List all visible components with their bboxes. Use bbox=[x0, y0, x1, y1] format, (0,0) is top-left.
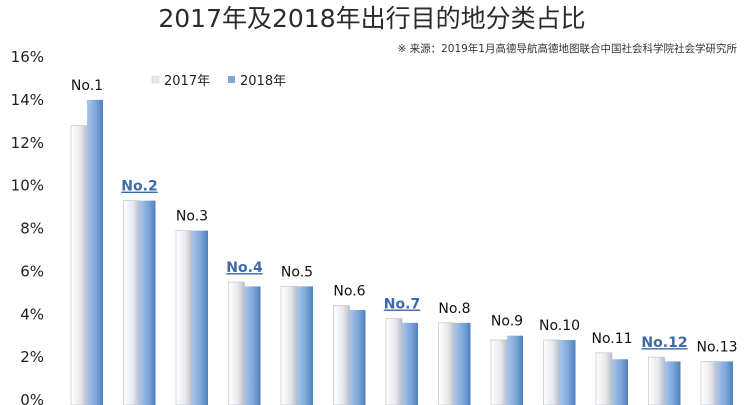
bar-2018 bbox=[87, 99, 103, 405]
category-label: No.2 bbox=[121, 179, 157, 195]
category-label: No.10 bbox=[539, 318, 580, 334]
bar-2017 bbox=[490, 339, 508, 405]
y-tick-label: 0% bbox=[20, 391, 44, 405]
y-tick-label: 12% bbox=[11, 134, 44, 152]
bar-2018 bbox=[402, 322, 418, 405]
category-label: No.3 bbox=[176, 209, 208, 225]
y-axis: 0% 2% 4% 6% 8% 10% 12% 14% 16% bbox=[11, 48, 44, 405]
bar-2017 bbox=[123, 200, 140, 405]
category-label: No.1 bbox=[71, 78, 103, 94]
bar-2017 bbox=[228, 281, 245, 405]
bars-group bbox=[70, 99, 733, 405]
category-label: No.13 bbox=[696, 339, 737, 355]
bar-2018 bbox=[664, 361, 681, 405]
category-label: No.11 bbox=[591, 331, 632, 347]
category-label: No.7 bbox=[384, 297, 420, 313]
y-tick-label: 8% bbox=[20, 220, 44, 238]
bar-2018 bbox=[717, 361, 733, 405]
bar-2018 bbox=[612, 359, 628, 405]
bar-2018 bbox=[297, 286, 313, 405]
legend-label-2017: 2017年 bbox=[164, 74, 210, 89]
bar-2018 bbox=[192, 230, 208, 405]
chart-source-note: ※ 来源：2019年1月高德导航高德地图联合中国社会科学院社会学研究所 bbox=[397, 42, 737, 55]
legend-label-2018: 2018年 bbox=[240, 74, 286, 89]
y-tick-label: 4% bbox=[20, 305, 44, 323]
bar-2017 bbox=[438, 322, 455, 405]
category-label: No.8 bbox=[438, 301, 470, 317]
bar-2018 bbox=[349, 309, 366, 405]
category-label: No.4 bbox=[226, 260, 263, 276]
bar-2017 bbox=[280, 286, 298, 405]
y-tick-label: 10% bbox=[11, 177, 44, 195]
bar-2018 bbox=[559, 339, 576, 405]
bar-2018 bbox=[244, 286, 261, 405]
bar-2017 bbox=[333, 305, 350, 405]
bar-2018 bbox=[139, 200, 156, 405]
bar-2018 bbox=[507, 335, 523, 405]
category-label: No.9 bbox=[491, 314, 523, 330]
legend-swatch-2018 bbox=[228, 76, 235, 83]
y-tick-label: 6% bbox=[20, 262, 44, 280]
legend: 2017年 2018年 bbox=[151, 74, 286, 89]
category-label: No.6 bbox=[333, 284, 365, 300]
bar-2017 bbox=[70, 125, 88, 405]
bar-2017 bbox=[595, 352, 613, 405]
bar-2017 bbox=[543, 339, 560, 405]
bar-2017 bbox=[175, 230, 193, 405]
chart-title: 2017年及2018年出行目的地分类占比 bbox=[158, 4, 585, 33]
category-label: No.12 bbox=[641, 335, 687, 351]
bar-2017 bbox=[385, 318, 403, 405]
category-label: No.5 bbox=[281, 264, 313, 280]
legend-swatch-2017 bbox=[151, 75, 160, 84]
y-tick-label: 16% bbox=[11, 48, 44, 66]
bar-2017 bbox=[648, 356, 665, 405]
category-labels: No.1 No.2 No.3 No.4 No.5 No.6 No.7 No.8 No.9 No.1… bbox=[71, 78, 738, 356]
y-tick-label: 14% bbox=[11, 91, 44, 109]
bar-2018 bbox=[454, 322, 471, 405]
y-tick-label: 2% bbox=[20, 348, 44, 366]
bar-2017 bbox=[700, 361, 718, 405]
